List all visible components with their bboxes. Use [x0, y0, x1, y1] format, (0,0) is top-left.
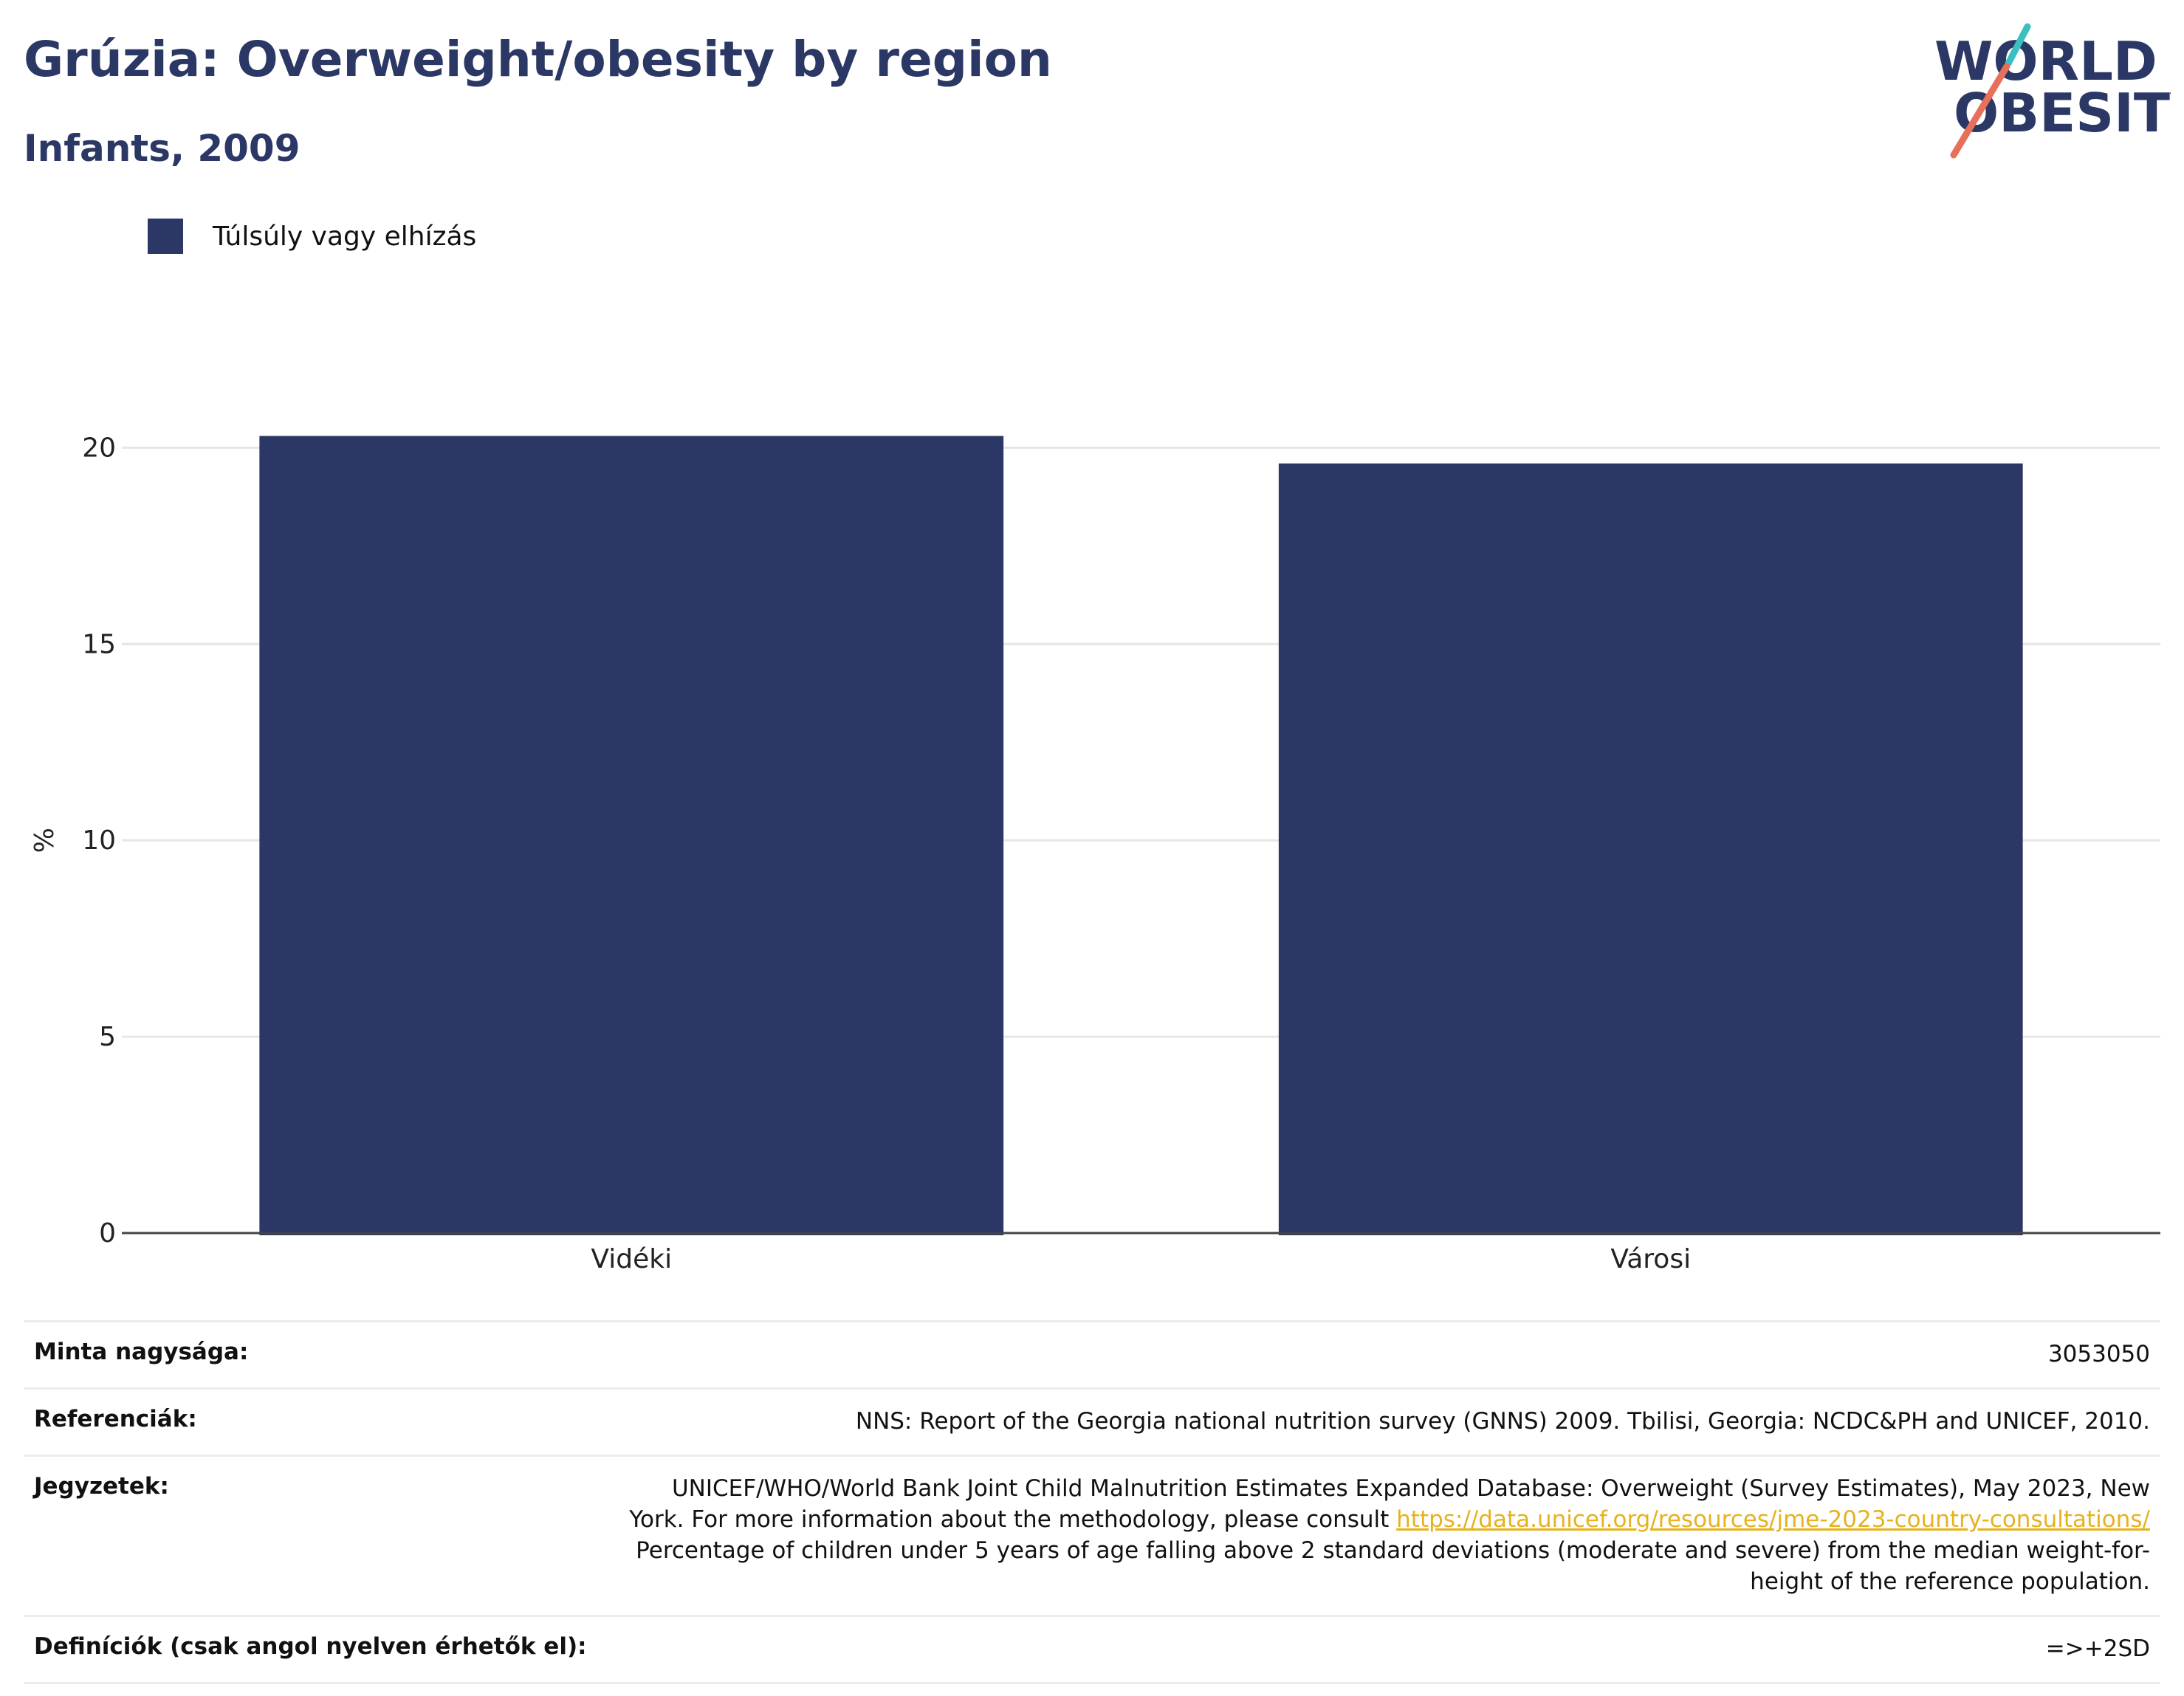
- world-obesity-logo: WORLD OBESITY: [1934, 23, 2171, 159]
- references-label: Referenciák:: [34, 1406, 197, 1432]
- notes-value: UNICEF/WHO/World Bank Joint Child Malnut…: [629, 1473, 2150, 1597]
- references-row: Referenciák: NNS: Report of the Georgia …: [24, 1387, 2160, 1455]
- logo-slash-teal: [2005, 23, 2031, 67]
- x-tick-label: Városi: [1610, 1244, 1691, 1274]
- notes-line2: York. For more information about the met…: [629, 1504, 2150, 1535]
- legend-label: Túlsúly vagy elhízás: [213, 221, 477, 252]
- sample-size-row: Minta nagysága: 3053050: [24, 1320, 2160, 1387]
- definitions-value: =>+2SD: [2045, 1635, 2150, 1662]
- notes-line3: Percentage of children under 5 years of …: [636, 1537, 2150, 1564]
- y-axis-title: %: [30, 828, 60, 853]
- y-tick-label: 20: [82, 433, 116, 463]
- y-tick-label: 5: [99, 1022, 116, 1052]
- x-tick-label: Vidéki: [591, 1244, 672, 1274]
- sample-size-value: 3053050: [2047, 1341, 2150, 1367]
- logo-slash-coral: [1950, 63, 2010, 159]
- notes-line4: height of the reference population.: [1750, 1568, 2150, 1595]
- methodology-link[interactable]: https://data.unicef.org/resources/jme-20…: [1396, 1506, 2150, 1533]
- logo-line2: OBESITY: [1954, 82, 2171, 144]
- notes-line2-text: York. For more information about the met…: [629, 1506, 1397, 1533]
- y-tick-label: 10: [82, 825, 116, 856]
- bar-chart: 0 5 10 15 20 Vidéki Városi%: [30, 433, 2160, 1274]
- sample-size-label: Minta nagysága:: [34, 1339, 249, 1365]
- notes-row: Jegyzetek: UNICEF/WHO/World Bank Joint C…: [24, 1455, 2160, 1615]
- references-value: NNS: Report of the Georgia national nutr…: [855, 1408, 2150, 1435]
- metadata-table: Minta nagysága: 3053050 Referenciák: NNS…: [24, 1320, 2160, 1684]
- definitions-row: Definíciók (csak angol nyelven érhetők e…: [24, 1615, 2160, 1684]
- chart-title: Grúzia: Overweight/obesity by region: [24, 31, 1052, 88]
- y-tick-label: 0: [99, 1218, 116, 1249]
- notes-line1: UNICEF/WHO/World Bank Joint Child Malnut…: [671, 1475, 2150, 1502]
- chart-subtitle: Infants, 2009: [24, 127, 301, 170]
- bar-1: [259, 436, 1004, 1235]
- notes-label: Jegyzetek:: [34, 1473, 169, 1500]
- bar-2: [1278, 463, 2023, 1235]
- legend-swatch: [148, 219, 183, 254]
- definitions-label: Definíciók (csak angol nyelven érhetők e…: [34, 1633, 587, 1660]
- logo-line1: WORLD: [1934, 30, 2157, 92]
- legend: Túlsúly vagy elhízás: [148, 219, 476, 254]
- y-tick-label: 15: [82, 629, 116, 659]
